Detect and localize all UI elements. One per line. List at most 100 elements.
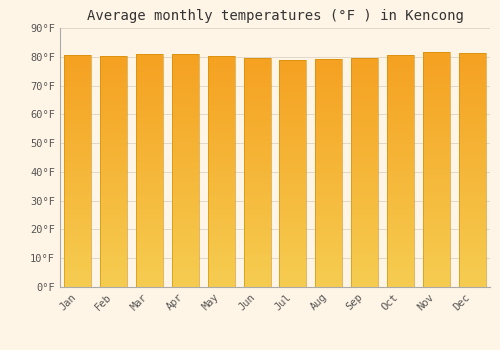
Bar bbox=[208, 56, 234, 58]
Bar bbox=[316, 119, 342, 121]
Bar bbox=[280, 279, 306, 281]
Bar bbox=[136, 281, 163, 284]
Bar bbox=[208, 79, 234, 82]
Bar bbox=[458, 117, 485, 120]
Bar bbox=[100, 74, 127, 76]
Bar bbox=[64, 209, 92, 212]
Bar bbox=[387, 183, 414, 186]
Bar bbox=[458, 188, 485, 190]
Bar bbox=[351, 138, 378, 141]
Bar bbox=[136, 258, 163, 261]
Bar bbox=[100, 59, 127, 62]
Bar bbox=[244, 198, 270, 201]
Bar bbox=[458, 153, 485, 155]
Bar bbox=[387, 113, 414, 116]
Bar bbox=[244, 161, 270, 164]
Bar bbox=[280, 219, 306, 222]
Title: Average monthly temperatures (°F ) in Kencong: Average monthly temperatures (°F ) in Ke… bbox=[86, 9, 464, 23]
Bar bbox=[100, 140, 127, 143]
Bar bbox=[316, 76, 342, 79]
Bar bbox=[316, 256, 342, 258]
Bar bbox=[208, 168, 234, 171]
Bar bbox=[387, 87, 414, 90]
Bar bbox=[316, 144, 342, 147]
Bar bbox=[172, 77, 199, 80]
Bar bbox=[100, 209, 127, 212]
Bar bbox=[316, 130, 342, 133]
Bar bbox=[244, 167, 270, 169]
Bar bbox=[316, 227, 342, 230]
Bar bbox=[136, 209, 163, 211]
Bar bbox=[280, 222, 306, 224]
Bar bbox=[172, 179, 199, 182]
Bar bbox=[387, 96, 414, 99]
Bar bbox=[244, 281, 270, 284]
Bar bbox=[316, 93, 342, 96]
Bar bbox=[351, 66, 378, 69]
Bar bbox=[172, 150, 199, 153]
Bar bbox=[172, 144, 199, 147]
Bar bbox=[316, 59, 342, 62]
Bar bbox=[64, 70, 92, 72]
Bar bbox=[208, 82, 234, 85]
Bar bbox=[64, 226, 92, 229]
Bar bbox=[100, 270, 127, 273]
Bar bbox=[387, 171, 414, 174]
Bar bbox=[316, 275, 342, 279]
Bar bbox=[172, 156, 199, 159]
Bar bbox=[244, 201, 270, 204]
Bar bbox=[172, 54, 199, 287]
Bar bbox=[100, 160, 127, 163]
Bar bbox=[423, 205, 450, 208]
Bar bbox=[100, 197, 127, 201]
Bar bbox=[280, 88, 306, 91]
Bar bbox=[280, 153, 306, 156]
Bar bbox=[64, 246, 92, 249]
Bar bbox=[208, 122, 234, 125]
Bar bbox=[136, 278, 163, 281]
Bar bbox=[316, 247, 342, 250]
Bar bbox=[316, 244, 342, 247]
Bar bbox=[351, 270, 378, 273]
Bar bbox=[100, 261, 127, 264]
Bar bbox=[208, 174, 234, 177]
Bar bbox=[208, 64, 234, 67]
Bar bbox=[136, 110, 163, 113]
Bar bbox=[458, 190, 485, 194]
Bar bbox=[100, 88, 127, 91]
Bar bbox=[64, 64, 92, 66]
Bar bbox=[100, 169, 127, 172]
Bar bbox=[136, 284, 163, 287]
Bar bbox=[208, 93, 234, 96]
Bar bbox=[64, 215, 92, 217]
Bar bbox=[280, 159, 306, 162]
Bar bbox=[351, 164, 378, 167]
Bar bbox=[208, 267, 234, 270]
Bar bbox=[208, 212, 234, 215]
Bar bbox=[351, 129, 378, 132]
Bar bbox=[351, 124, 378, 126]
Bar bbox=[172, 71, 199, 74]
Bar bbox=[423, 149, 450, 152]
Bar bbox=[280, 74, 306, 77]
Bar bbox=[208, 189, 234, 191]
Bar bbox=[172, 109, 199, 112]
Bar bbox=[280, 185, 306, 188]
Bar bbox=[387, 55, 414, 287]
Bar bbox=[208, 215, 234, 218]
Bar bbox=[208, 209, 234, 212]
Bar bbox=[244, 69, 270, 72]
Bar bbox=[64, 203, 92, 206]
Bar bbox=[172, 197, 199, 199]
Bar bbox=[387, 241, 414, 244]
Bar bbox=[280, 284, 306, 287]
Bar bbox=[244, 86, 270, 89]
Bar bbox=[423, 105, 450, 108]
Bar bbox=[64, 200, 92, 203]
Bar bbox=[100, 244, 127, 247]
Bar bbox=[316, 147, 342, 150]
Bar bbox=[316, 150, 342, 153]
Bar bbox=[351, 58, 378, 287]
Bar bbox=[136, 185, 163, 188]
Bar bbox=[351, 132, 378, 135]
